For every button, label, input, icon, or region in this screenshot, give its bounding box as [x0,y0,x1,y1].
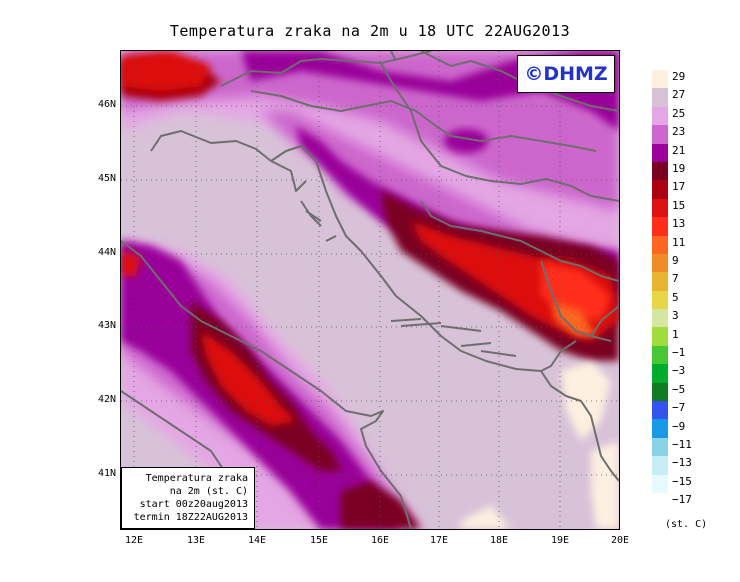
lon-tick-17e: 17E [429,535,449,546]
colorbar-swatch [652,272,668,291]
colorbar-label: −9 [672,419,686,433]
temperature-field [121,51,619,529]
lon-tick-12e: 12E [124,535,144,546]
lon-tick-14e: 14E [247,535,267,546]
colorbar-label: 21 [672,143,686,157]
colorbar-swatch [652,106,668,126]
colorbar-swatch [652,253,668,273]
lon-tick-16e: 16E [370,535,390,546]
temperature-map[interactable]: ©DHMZ Temperatura zraka na 2m (st. C) st… [120,50,620,530]
colorbar-label: −3 [672,364,686,378]
colorbar-label: −1 [672,346,686,359]
colorbar-label: 9 [672,254,679,267]
colorbar-swatch [652,327,668,346]
colorbar-label: −15 [672,474,692,488]
colorbar-swatch [652,125,668,144]
colorbar-label: −7 [672,401,686,415]
lat-tick-41n: 41N [97,468,116,479]
info-line-2: na 2m (st. C) [169,486,248,497]
colorbar-swatch [652,456,668,475]
colorbar-label: −17 [672,493,692,507]
colorbar-label: −13 [672,456,692,470]
colorbar-swatch [652,290,668,310]
lat-tick-42n: 42N [97,394,116,405]
colorbar-swatch [652,382,668,402]
colorbar-swatch [652,143,668,162]
lat-tick-44n: 44N [97,247,116,258]
colorbar-swatch [652,88,668,107]
colorbar-swatch [652,235,668,254]
colorbar-label: 29 [672,70,686,83]
colorbar-swatch [652,437,668,457]
lon-tick-20e: 20E [610,535,630,546]
colorbar-label: 7 [672,272,679,286]
colorbar-label: 11 [672,235,686,249]
colorbar-label: 23 [672,125,686,139]
colorbar-swatch [652,198,668,218]
colorbar [652,70,668,493]
colorbar-label: −11 [672,438,692,451]
colorbar-swatch [652,180,668,199]
dhmz-logo: ©DHMZ [517,55,615,93]
colorbar-swatch [652,217,668,236]
colorbar-label: 27 [672,88,686,102]
colorbar-label: 15 [672,198,686,212]
info-line-4: termin 18Z22AUG2013 [133,512,248,523]
info-line-3: start 00z20aug2013 [139,499,248,510]
info-box: Temperatura zraka na 2m (st. C) start 00… [121,467,255,529]
colorbar-label: 17 [672,180,686,194]
lon-tick-19e: 19E [550,535,570,546]
lon-tick-13e: 13E [186,535,206,546]
colorbar-swatch [652,474,668,493]
lat-tick-43n: 43N [97,320,116,331]
colorbar-label: 19 [672,162,686,175]
colorbar-swatch [652,401,668,420]
colorbar-swatch [652,364,668,383]
lon-tick-18e: 18E [489,535,509,546]
colorbar-units: (st. C) [665,519,708,530]
map-title: Temperatura zraka na 2m u 18 UTC 22AUG20… [169,22,571,40]
map-canvas [121,51,619,529]
colorbar-label: 13 [672,217,686,231]
colorbar-label: 3 [672,309,679,323]
info-line-1: Temperatura zraka [145,473,248,484]
colorbar-label: −5 [672,382,686,396]
lon-tick-15e: 15E [309,535,329,546]
colorbar-label: 25 [672,106,686,120]
colorbar-swatch [652,419,668,438]
colorbar-label: 5 [672,290,679,304]
colorbar-label: 1 [672,327,679,341]
colorbar-swatch [652,309,668,328]
lat-tick-45n: 45N [97,173,116,184]
colorbar-swatch [652,70,668,89]
colorbar-swatch [652,161,668,181]
colorbar-swatch [652,345,668,365]
lat-tick-46n: 46N [97,99,116,110]
